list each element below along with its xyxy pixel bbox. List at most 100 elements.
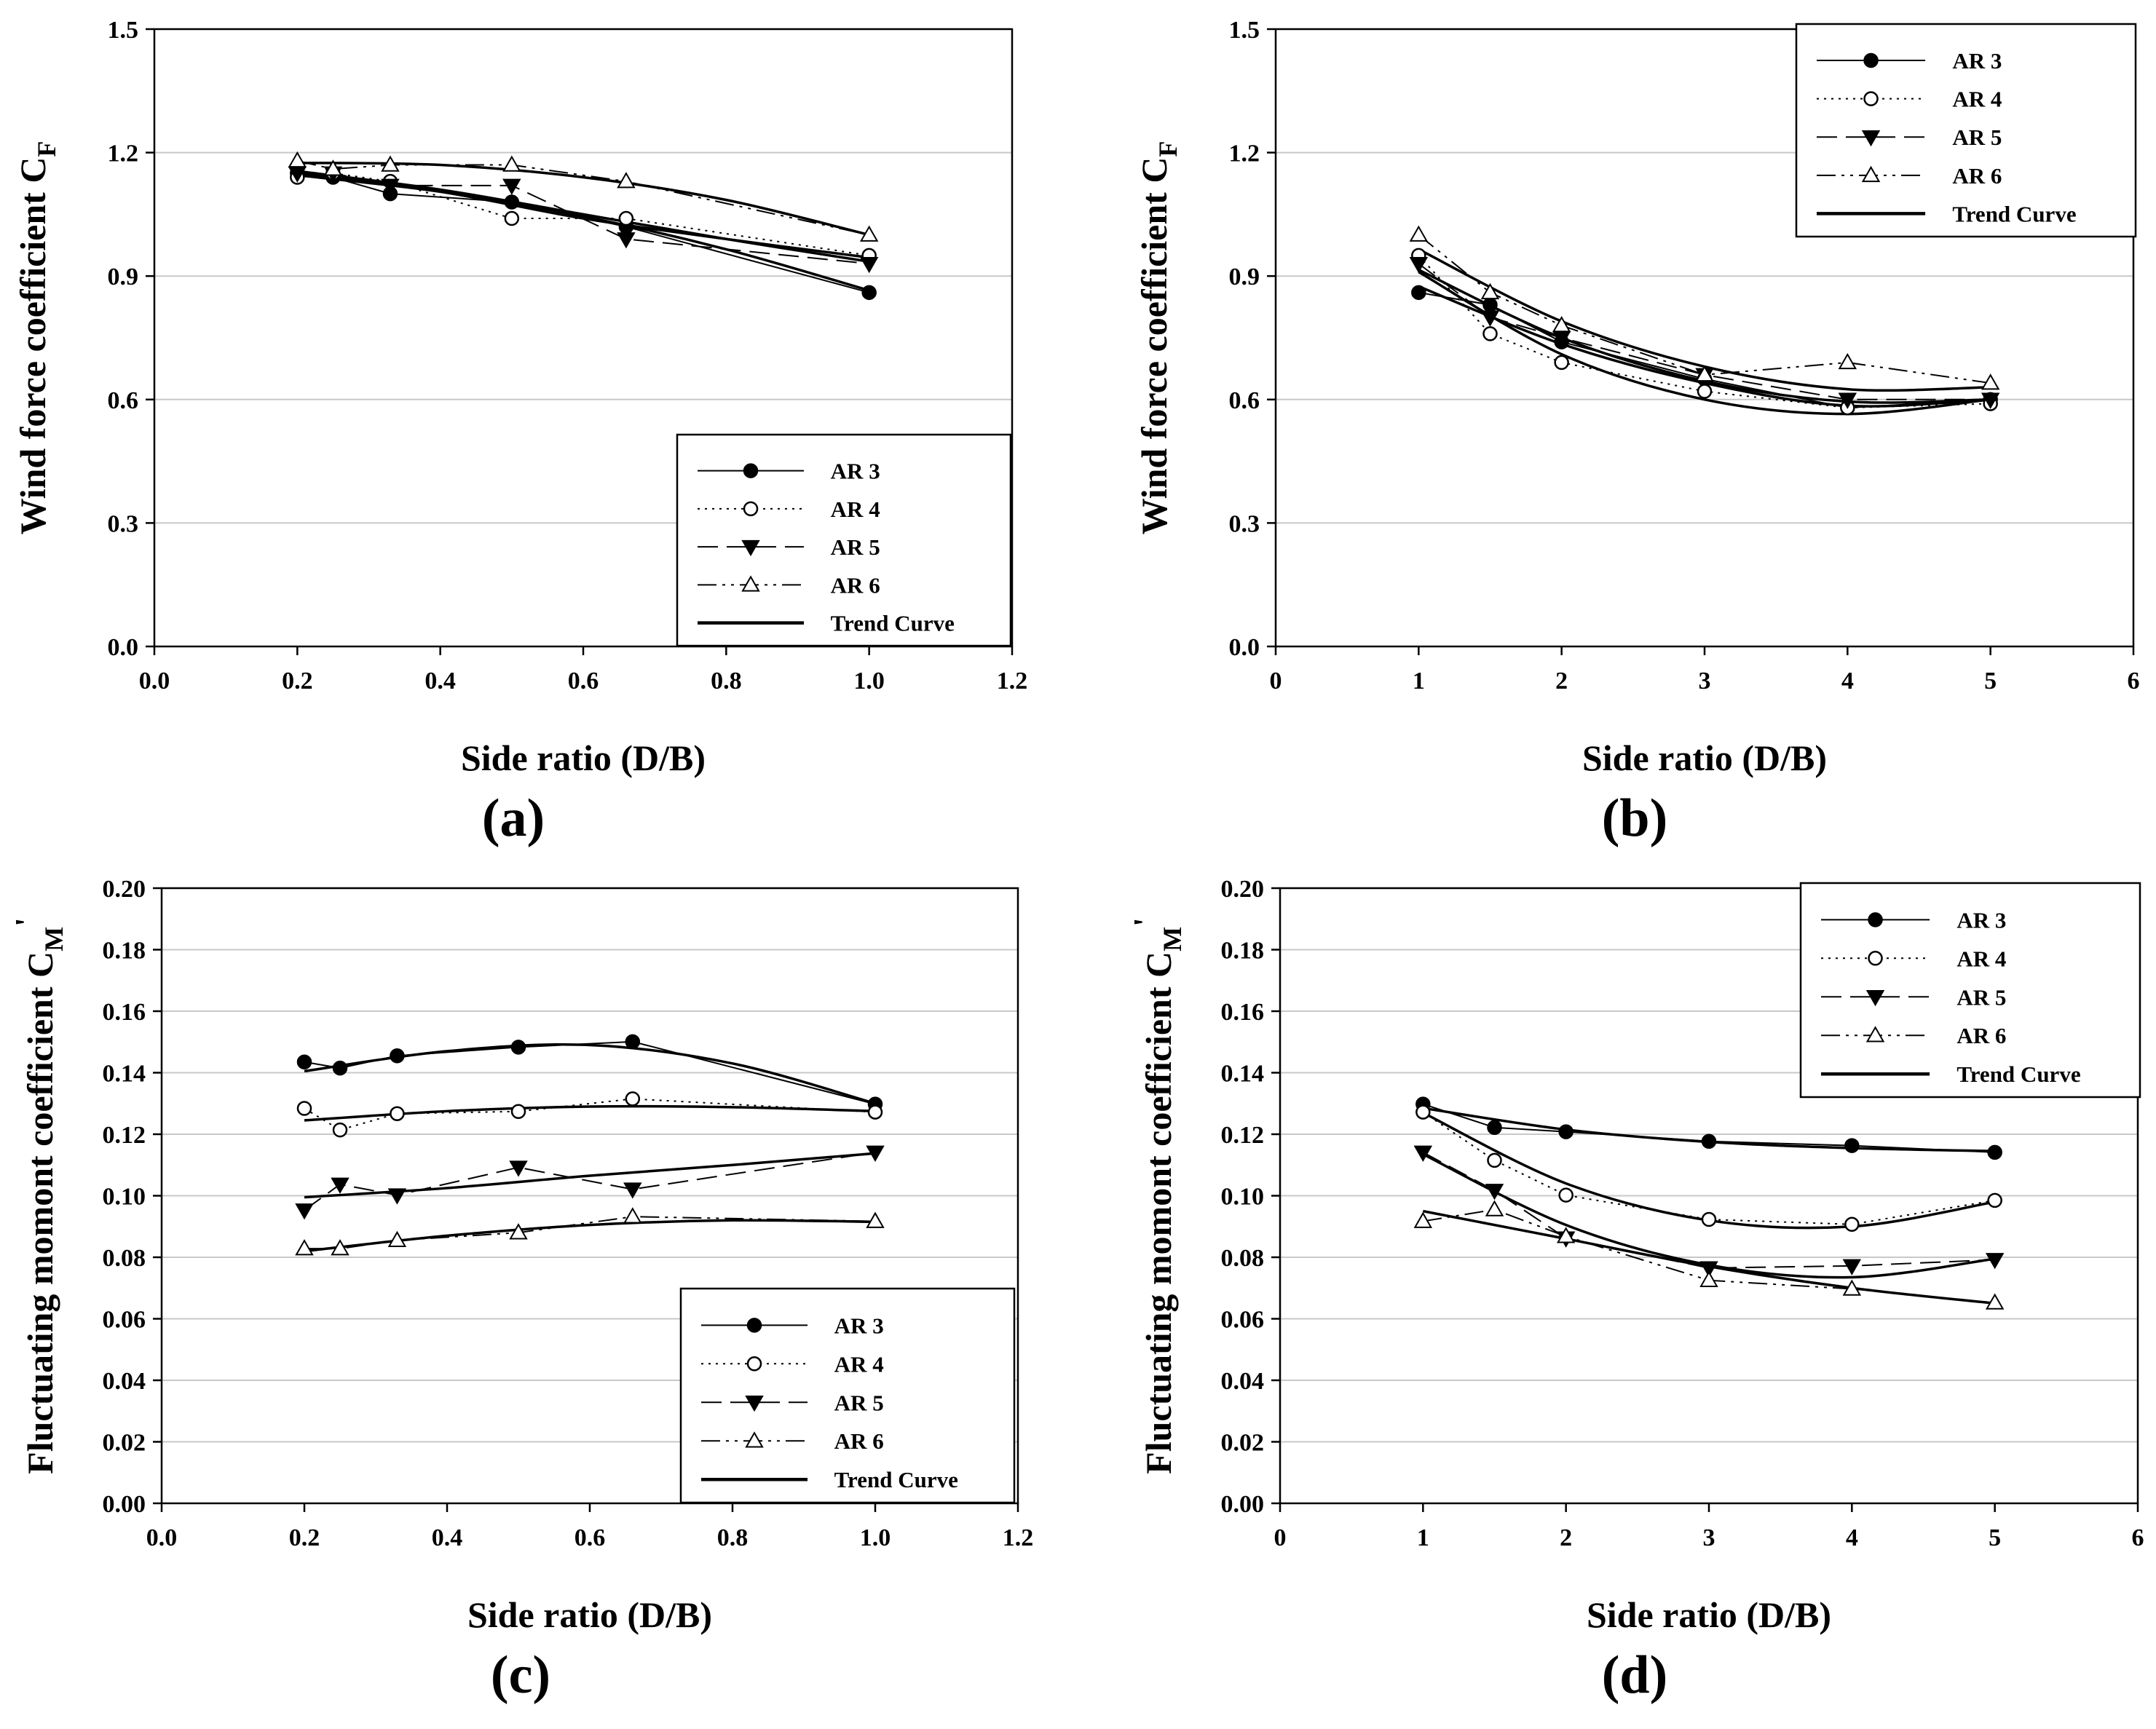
legend-label: AR 4 <box>1956 946 2006 971</box>
y-tick-label: 0.0 <box>1229 634 1260 661</box>
x-tick-label: 6 <box>2132 1524 2144 1551</box>
legend-label: AR 5 <box>1956 984 2006 1010</box>
x-axis-title: Side ratio (D/B) <box>461 737 706 778</box>
data-point <box>866 1145 885 1162</box>
series-line <box>297 172 869 293</box>
data-point <box>1697 384 1713 399</box>
y-axis-title-main: Wind force coefficient C <box>12 157 53 535</box>
x-tick-label: 0.0 <box>139 668 170 695</box>
y-tick-label: 0.6 <box>108 387 139 414</box>
plot-frame <box>1274 28 2135 648</box>
data-point <box>1409 256 1429 274</box>
y-tick-label: 0.02 <box>1221 1430 1265 1457</box>
data-point <box>1985 1293 2005 1310</box>
data-point <box>1987 1192 2002 1208</box>
x-tick-label: 0 <box>1270 668 1282 695</box>
legend: AR 3 AR 4 AR 5 AR 6 Trend Curve <box>676 433 1012 647</box>
y-tick-label: 0.14 <box>1221 1061 1265 1088</box>
data-point <box>617 232 636 249</box>
y-tick-label: 0.3 <box>1229 510 1260 537</box>
data-point <box>859 256 879 274</box>
y-tick-label: 0.20 <box>1221 876 1265 903</box>
series-line <box>304 1151 876 1211</box>
legend-label: AR 6 <box>1952 163 2002 189</box>
y-axis-title-subscript: M <box>39 927 68 951</box>
data-point <box>1699 1261 1718 1278</box>
legend-marker <box>1863 91 1879 106</box>
data-point <box>509 1223 528 1240</box>
legend: AR 3 AR 4 AR 5 AR 6 Trend Curve <box>1795 23 2137 238</box>
x-tick-label: 3 <box>1699 668 1711 695</box>
y-tick-label: 0.9 <box>1229 264 1260 290</box>
data-point <box>1482 326 1498 341</box>
y-tick-label: 0.12 <box>1221 1122 1265 1149</box>
x-axis-title: Side ratio (D/B) <box>1587 1594 1831 1635</box>
x-tick-label: 1 <box>1413 668 1425 695</box>
y-axis-title: Wind force coefficient CF <box>1134 141 1182 535</box>
plot-frame <box>160 887 1019 1505</box>
data-point <box>502 178 521 195</box>
legend-marker <box>745 1431 764 1448</box>
data-point <box>1556 1227 1576 1243</box>
y-tick-label: 0.0 <box>108 634 139 661</box>
data-point <box>625 1034 641 1050</box>
legend-marker <box>1861 130 1881 147</box>
data-point <box>861 285 877 301</box>
trend-curve <box>1418 271 1991 416</box>
y-tick-label: 0.10 <box>103 1184 146 1211</box>
data-point <box>1552 316 1571 333</box>
y-tick-label: 0.16 <box>1221 999 1265 1026</box>
data-point <box>1487 1120 1502 1135</box>
data-point <box>332 1060 348 1076</box>
data-point <box>1838 352 1857 370</box>
data-point <box>1413 1211 1433 1228</box>
y-tick-label: 0.10 <box>1221 1184 1265 1211</box>
panel-label: (a) <box>482 788 545 848</box>
y-tick-label: 0.18 <box>103 938 146 965</box>
series-line <box>1418 234 1991 384</box>
series-line <box>1423 1103 1995 1153</box>
data-point <box>288 151 307 168</box>
x-tick-label: 0.2 <box>282 668 313 695</box>
data-point <box>1842 1259 1862 1275</box>
y-tick-label: 0.3 <box>108 510 139 537</box>
data-point <box>331 1177 350 1194</box>
x-tick-label: 0 <box>1274 1524 1287 1551</box>
data-point <box>1482 297 1498 313</box>
legend-marker <box>746 1356 762 1372</box>
data-point <box>623 1182 642 1199</box>
data-point <box>1480 282 1500 300</box>
legend-marker <box>1868 951 1883 966</box>
data-point <box>1844 1216 1860 1233</box>
series-line <box>304 1098 876 1131</box>
panel-label: (c) <box>491 1645 550 1705</box>
x-tick-label: 0.2 <box>289 1524 320 1551</box>
x-tick-label: 3 <box>1703 1524 1715 1551</box>
data-point <box>1411 285 1426 301</box>
y-tick-label: 0.18 <box>1221 938 1265 965</box>
y-tick-label: 0.00 <box>1221 1491 1265 1518</box>
legend-box <box>676 433 1012 647</box>
x-tick-label: 1.2 <box>1003 1524 1034 1551</box>
legend-marker <box>741 539 760 557</box>
data-point <box>510 1040 526 1055</box>
legend-label: Trend Curve <box>1956 1061 2080 1087</box>
legend-label: AR 4 <box>1952 87 2002 112</box>
x-tick-label: 0.6 <box>574 1524 606 1551</box>
legend-marker <box>741 575 760 592</box>
y-tick-label: 0.02 <box>103 1430 146 1457</box>
x-tick-label: 0.8 <box>711 668 742 695</box>
y-axis-title: Fluctuating momont coefficient CM' <box>1126 917 1187 1474</box>
data-point <box>1554 355 1569 371</box>
panel-label: (d) <box>1602 1645 1667 1705</box>
legend-label: AR 6 <box>831 572 880 598</box>
data-point <box>504 210 520 226</box>
data-point <box>1701 1133 1717 1149</box>
x-tick-label: 0.0 <box>146 1524 178 1551</box>
y-axis-title-main: Wind force coefficient C <box>1134 157 1174 535</box>
data-point <box>390 1048 405 1064</box>
x-tick-label: 0.4 <box>425 668 456 695</box>
y-tick-label: 0.12 <box>103 1122 146 1149</box>
data-point <box>859 225 879 242</box>
data-point <box>510 1104 526 1119</box>
